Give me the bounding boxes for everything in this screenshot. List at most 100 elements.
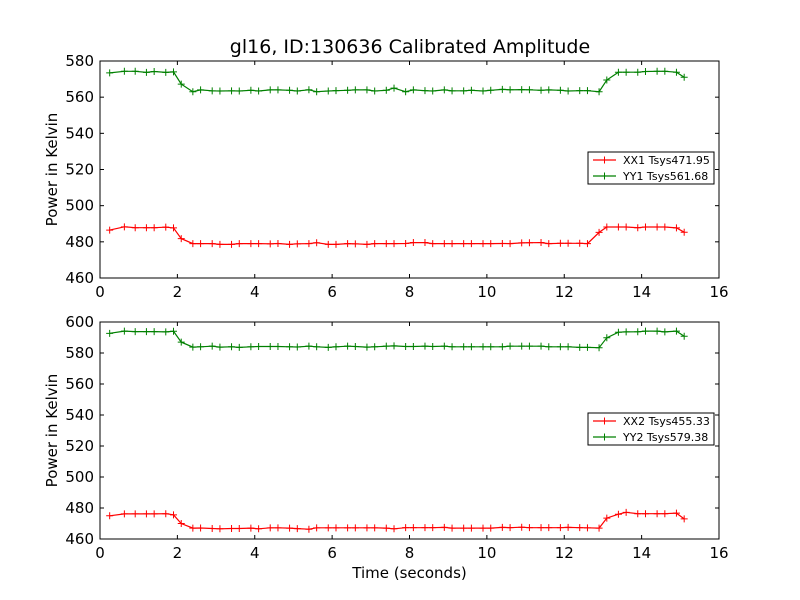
data-point-marker [556,86,564,94]
data-point-marker [421,342,429,350]
data-point-marker [429,524,437,532]
legend-marker [601,156,608,164]
data-point-marker [162,328,170,336]
data-point-marker [305,525,313,533]
data-point-marker [603,514,611,522]
data-point-marker [595,88,603,96]
x-tick-label: 14 [632,544,651,562]
data-point-marker [653,223,661,231]
data-point-marker [409,239,417,247]
data-point-marker [247,524,255,532]
data-point-marker [162,510,170,518]
data-point-marker [235,343,243,351]
data-point-marker [131,510,139,518]
y-axis-label: Power in Kelvin [43,374,61,488]
data-point-marker [440,240,448,248]
data-point-marker [197,86,205,94]
data-point-marker [518,523,526,531]
data-point-marker [402,524,410,532]
data-point-marker [170,68,178,76]
data-point-marker [177,80,185,88]
data-point-marker [228,524,236,532]
data-point-marker [293,87,301,95]
data-point-marker [363,524,371,532]
data-point-marker [390,342,398,350]
data-point-marker [537,86,545,94]
legend-box [587,151,715,185]
data-point-marker [537,239,545,247]
data-point-marker [363,86,371,94]
data-point-marker [402,88,410,96]
data-point-marker [344,240,352,248]
data-point-marker [390,525,398,533]
x-tick-label: 14 [632,283,651,301]
data-point-marker [661,67,669,75]
x-tick-label: 16 [709,544,728,562]
data-point-marker [247,240,255,248]
data-point-marker [177,520,185,527]
legend: XX2 Tsys455.33 YY2 Tsys579.38 [587,412,715,446]
data-point-marker [634,68,642,76]
data-point-marker [216,343,224,351]
data-point-marker [479,87,487,95]
x-tick-label: 6 [327,544,337,562]
data-point-marker [120,327,128,335]
data-point-marker [402,342,410,350]
data-point-marker [131,224,139,232]
data-point-marker [150,510,158,518]
data-point-marker [216,87,224,95]
data-point-marker [448,343,456,351]
data-point-marker [142,328,150,336]
data-point-marker [518,342,526,350]
data-point-marker [208,240,216,248]
data-point-marker [498,239,506,247]
data-point-marker [537,524,545,532]
data-point-marker [583,87,591,95]
legend-box [587,412,715,446]
data-point-marker [479,240,487,248]
y-tick-label: 460 [65,530,94,548]
data-point-marker [576,239,584,247]
data-point-marker [429,342,437,350]
x-tick-label: 12 [555,283,574,301]
data-point-marker [390,240,398,248]
data-point-marker [266,342,274,350]
data-point-marker [525,342,533,350]
data-point-marker [162,223,170,231]
data-point-marker [382,524,390,532]
data-point-marker [564,523,572,531]
legend-marker [601,172,608,180]
data-point-marker [661,510,669,518]
data-point-marker [189,240,197,248]
data-point-marker [564,343,572,351]
data-point-marker [344,524,352,532]
data-point-marker [421,239,429,247]
data-point-marker [177,235,185,243]
data-point-marker [440,86,448,94]
y-tick-label: 520 [65,161,94,179]
data-point-marker [305,342,313,350]
data-point-marker [216,240,224,248]
data-point-marker [351,240,359,248]
data-point-marker [614,223,622,231]
data-point-marker [177,338,185,346]
data-point-marker [583,343,591,351]
data-point-marker [641,67,649,75]
data-point-marker [525,239,533,247]
data-point-marker [460,87,468,95]
data-point-marker [479,343,487,351]
data-point-marker [409,342,417,350]
data-point-marker [576,343,584,351]
data-point-marker [293,525,301,533]
data-point-marker [672,68,680,76]
data-point-marker [142,224,150,232]
data-point-marker [479,524,487,532]
data-point-marker [228,240,236,248]
data-point-marker [498,343,506,351]
data-point-marker [150,328,158,336]
x-tick-label: 8 [405,283,415,301]
data-point-marker [429,87,437,95]
legend-label: XX1 Tsys471.95 [623,154,710,167]
data-point-marker [583,524,591,532]
